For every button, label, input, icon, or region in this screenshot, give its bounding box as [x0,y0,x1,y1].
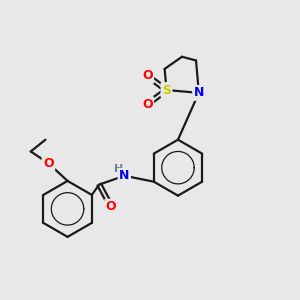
Text: O: O [43,157,54,170]
Text: N: N [194,86,204,99]
Text: H: H [114,164,124,174]
Text: O: O [106,200,116,213]
Text: S: S [162,83,171,97]
Text: N: N [119,169,130,182]
Text: O: O [142,98,153,111]
Text: O: O [142,69,153,82]
